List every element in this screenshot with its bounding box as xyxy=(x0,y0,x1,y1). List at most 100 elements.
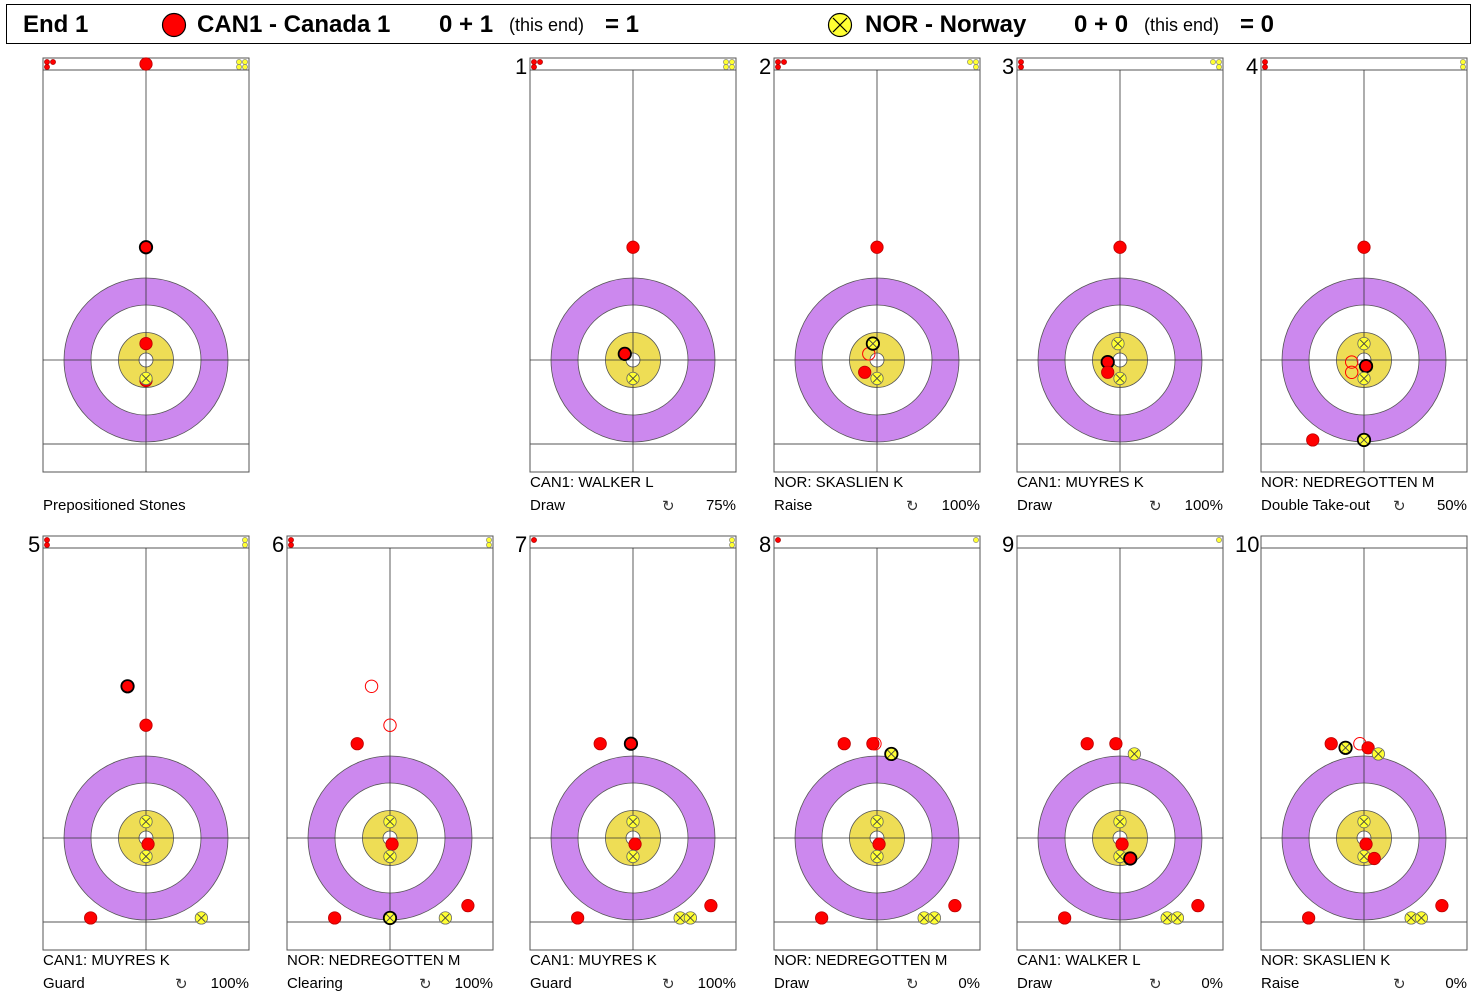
red-stone xyxy=(617,346,632,361)
red-bank-stone xyxy=(775,64,781,70)
yellow-bank-stone xyxy=(1210,59,1216,65)
yellow-stone xyxy=(1170,911,1184,925)
red-bank-stone xyxy=(1262,59,1268,65)
red-stone xyxy=(141,837,155,851)
red-stone xyxy=(139,336,153,351)
red-stone xyxy=(1302,911,1316,925)
player-label: CAN1: MUYRES K xyxy=(530,952,657,969)
shot-number: 1 xyxy=(515,54,528,79)
red-bank-stone xyxy=(531,537,537,543)
shot-number: 5 xyxy=(28,532,41,557)
rotation-icon: ↻ xyxy=(662,498,675,515)
end-label: End 1 xyxy=(23,11,89,38)
yellow-stone xyxy=(870,814,884,829)
player-label: CAN1: MUYRES K xyxy=(1017,474,1144,491)
yellow-stone xyxy=(382,910,398,926)
red-bank-stone xyxy=(781,59,787,65)
end-header: End 1 CAN1 - Canada 1 0 + 1 (this end) =… xyxy=(6,4,1471,44)
yellow-stone xyxy=(1357,814,1371,829)
red-stone xyxy=(1115,837,1129,851)
red-stone xyxy=(461,899,475,913)
red-stone xyxy=(1191,899,1205,913)
rotation-icon: ↻ xyxy=(1393,498,1406,515)
red-stone xyxy=(328,911,342,925)
red-stone xyxy=(84,911,98,925)
red-stone xyxy=(571,911,585,925)
red-bank-stone xyxy=(775,59,781,65)
sheet-diagram xyxy=(1260,535,1468,951)
yellow-bank-stone xyxy=(729,64,735,70)
yellow-bank-stone xyxy=(729,537,735,543)
shot-number: 4 xyxy=(1246,54,1259,79)
rotation-icon: ↻ xyxy=(1149,976,1162,993)
shot-number: 3 xyxy=(1002,54,1015,79)
red-stone xyxy=(1357,240,1371,254)
yellow-stone xyxy=(865,336,881,351)
yellow-stone xyxy=(1357,336,1371,351)
yellow-stone xyxy=(1357,849,1371,864)
yellow-stone xyxy=(438,911,452,925)
rotation-icon: ↻ xyxy=(906,976,919,993)
sheet-diagram xyxy=(529,57,737,473)
yellow-stone xyxy=(383,849,397,864)
red-stone xyxy=(1109,737,1123,751)
red-stone-ghost xyxy=(1345,355,1359,369)
team2-this-end: (this end) xyxy=(1144,15,1220,35)
red-bank-stone xyxy=(44,59,50,65)
rotation-icon: ↻ xyxy=(175,976,188,993)
sheet-diagram xyxy=(1260,57,1468,473)
red-bank-stone xyxy=(1018,64,1024,70)
shot-type-label: Double Take-out xyxy=(1261,497,1370,514)
red-stone xyxy=(837,737,851,751)
red-stone xyxy=(385,837,399,851)
red-stone-icon xyxy=(161,12,187,38)
player-label: NOR: NEDREGOTTEN M xyxy=(287,952,461,969)
red-stone xyxy=(870,240,884,254)
sheet-diagram xyxy=(773,57,981,473)
player-label: NOR: SKASLIEN K xyxy=(774,474,904,491)
shot-percentage: 100% xyxy=(697,975,736,992)
red-stone xyxy=(858,365,872,379)
shot-type-label: Prepositioned Stones xyxy=(43,497,186,514)
red-stone xyxy=(704,899,718,913)
red-bank-stone xyxy=(1262,64,1268,70)
red-bank-stone xyxy=(775,537,781,543)
red-stone xyxy=(139,718,153,732)
rotation-icon: ↻ xyxy=(906,498,919,515)
shot-percentage: 100% xyxy=(1184,497,1223,514)
yellow-bank-stone xyxy=(486,542,492,548)
shot-type-label: Guard xyxy=(43,975,85,992)
red-bank-stone xyxy=(44,542,50,548)
red-bank-stone xyxy=(537,59,543,65)
yellow-stone xyxy=(1338,740,1353,755)
red-stone xyxy=(1359,837,1373,851)
yellow-stone xyxy=(626,814,640,829)
yellow-stone xyxy=(1414,911,1428,925)
yellow-stone xyxy=(626,371,640,386)
rotation-icon: ↻ xyxy=(1393,976,1406,993)
shot-number: 10 xyxy=(1235,532,1260,557)
yellow-bank-stone xyxy=(967,59,973,65)
red-bank-stone xyxy=(1018,59,1024,65)
shot-type-label: Raise xyxy=(1261,975,1300,992)
yellow-stone xyxy=(870,371,884,386)
yellow-stone xyxy=(1127,747,1141,761)
yellow-stone xyxy=(917,911,931,925)
shot-type-label: Draw xyxy=(774,975,810,992)
team2-total: = 0 xyxy=(1240,11,1275,38)
shot-number: 7 xyxy=(515,532,528,557)
shot-number: 2 xyxy=(759,54,772,79)
rotation-icon: ↻ xyxy=(419,976,432,993)
sheet-diagram xyxy=(773,535,981,951)
red-stone xyxy=(872,837,886,851)
red-stone xyxy=(815,911,829,925)
shot-number: 6 xyxy=(272,532,285,557)
team1-name: CAN1 - Canada 1 xyxy=(197,11,391,38)
red-bank-stone xyxy=(288,542,294,548)
team1-this-end: (this end) xyxy=(509,15,585,35)
shot-percentage: 75% xyxy=(705,497,736,514)
yellow-bank-stone xyxy=(729,59,735,65)
yellow-stone xyxy=(683,911,697,925)
red-bank-stone xyxy=(44,64,50,70)
